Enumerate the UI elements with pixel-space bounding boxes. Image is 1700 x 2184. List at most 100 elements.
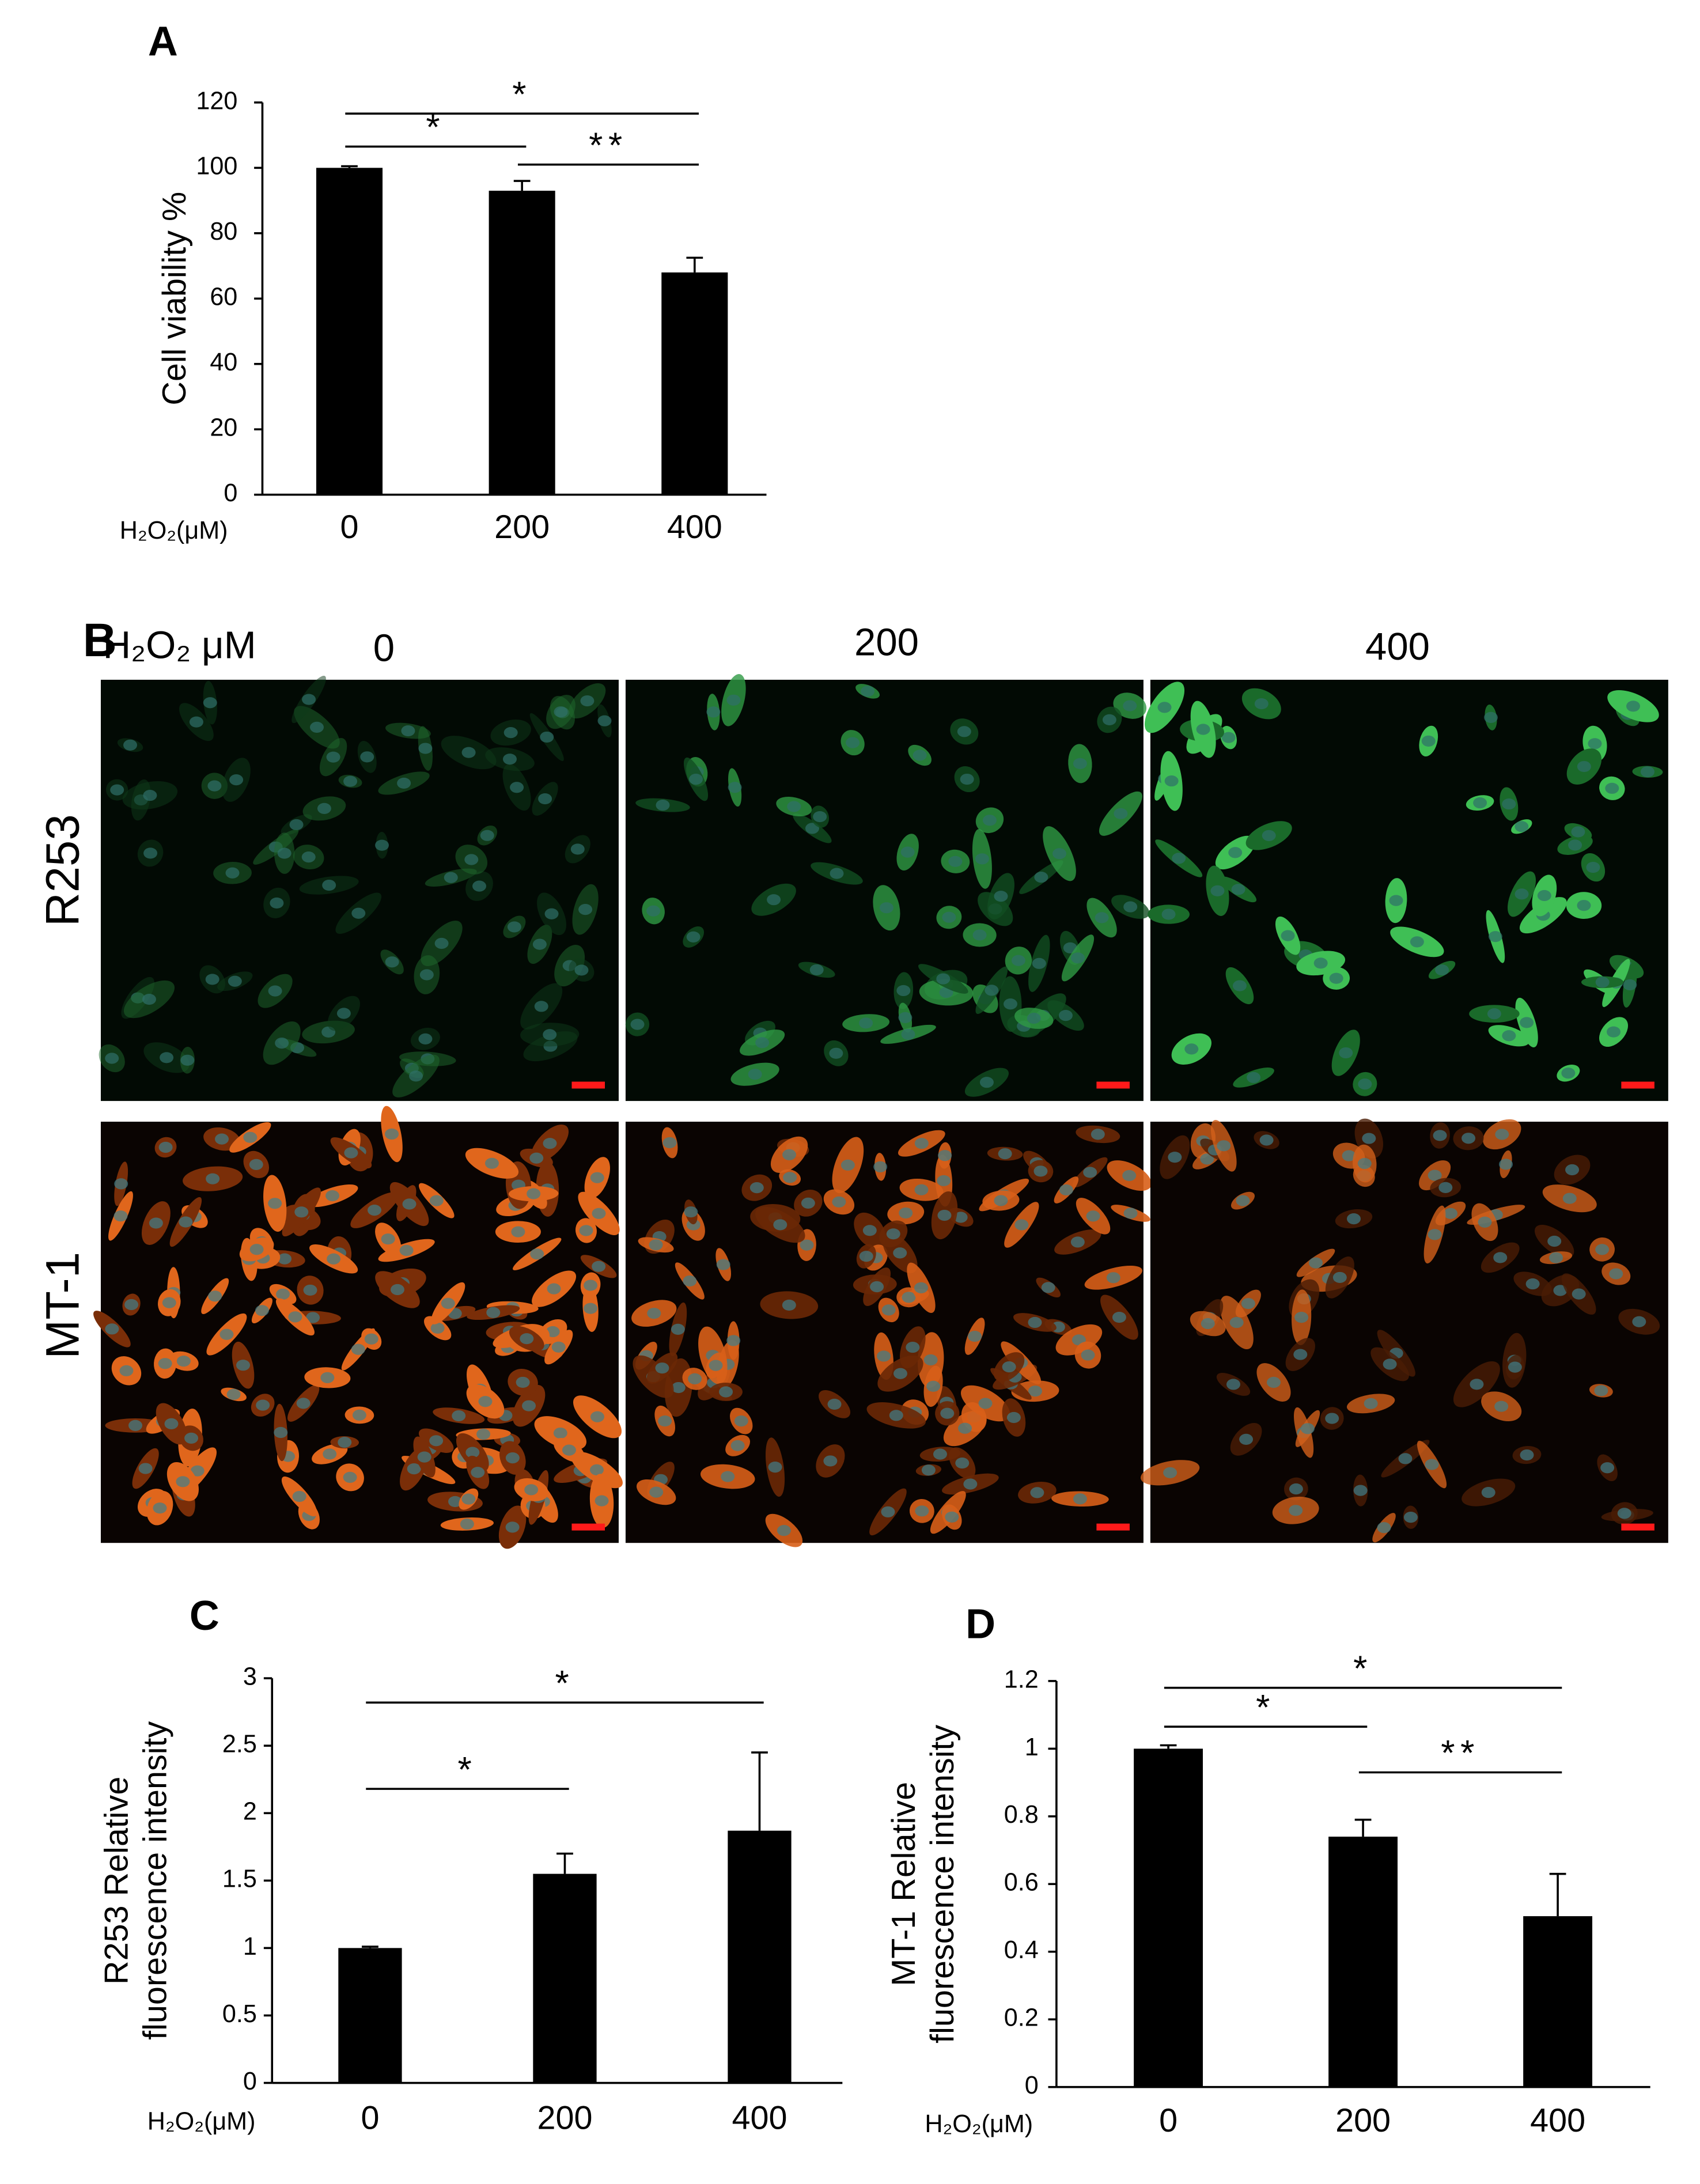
nucleus	[827, 1398, 842, 1410]
nucleus	[630, 1019, 645, 1030]
nucleus	[551, 1341, 566, 1353]
nucleus	[1398, 1453, 1413, 1464]
nucleus	[320, 1372, 335, 1383]
nucleus	[726, 1335, 741, 1346]
y-tick-label: 0.8	[1004, 1801, 1039, 1829]
scale-bar	[1621, 1081, 1654, 1089]
nucleus	[1294, 1312, 1309, 1323]
nucleus	[1594, 1385, 1608, 1396]
nucleus	[899, 1207, 913, 1219]
nucleus	[1112, 1311, 1126, 1323]
nucleus	[529, 1152, 544, 1164]
nucleus	[434, 937, 449, 949]
scale-bar	[571, 1081, 605, 1089]
nucleus	[709, 1360, 723, 1371]
nucleus	[105, 1323, 119, 1335]
nucleus	[870, 1281, 884, 1293]
nucleus	[524, 1484, 539, 1496]
significance-label: *	[426, 108, 445, 147]
nucleus	[684, 1206, 698, 1218]
error-bar	[341, 165, 358, 168]
nucleus	[683, 1275, 697, 1287]
nucleus	[554, 706, 568, 718]
y-tick-label: 1.5	[222, 1865, 257, 1893]
nucleus	[143, 790, 157, 801]
nucleus	[1221, 732, 1236, 743]
nucleus	[1241, 1298, 1255, 1309]
nucleus	[706, 706, 721, 718]
nucleus	[1553, 1285, 1568, 1296]
significance-label: **	[1441, 1733, 1480, 1773]
micrograph	[625, 1122, 1152, 1547]
nucleus	[1588, 738, 1602, 750]
nucleus	[1229, 1317, 1244, 1328]
nucleus	[562, 1444, 576, 1456]
nucleus	[1478, 1216, 1492, 1228]
nucleus	[128, 1420, 143, 1431]
nucleus	[203, 697, 217, 709]
nucleus	[574, 964, 589, 976]
nucleus	[1032, 957, 1046, 969]
x-tick-label: 200	[1335, 2102, 1391, 2139]
nucleus	[1210, 885, 1225, 896]
nucleus	[294, 1206, 309, 1218]
nucleus	[390, 1284, 404, 1296]
nucleus	[963, 1478, 978, 1490]
nucleus	[716, 1259, 730, 1270]
nucleus	[906, 1342, 920, 1353]
nucleus	[1410, 936, 1424, 948]
scale-bar	[1621, 1523, 1654, 1531]
nucleus	[516, 1376, 530, 1388]
nucleus	[110, 784, 124, 796]
nucleus	[292, 1490, 306, 1502]
nucleus	[877, 1350, 891, 1362]
nucleus	[288, 1311, 302, 1323]
nucleus	[544, 908, 559, 919]
nucleus	[658, 1415, 672, 1427]
nucleus	[1493, 1252, 1508, 1263]
nucleus	[832, 1196, 846, 1208]
nucleus	[1357, 1158, 1372, 1169]
nucleus	[914, 1184, 929, 1195]
nucleus	[1201, 1318, 1215, 1330]
y-tick-label: 0	[1025, 2072, 1039, 2099]
nucleus	[255, 1305, 269, 1316]
nucleus	[1073, 1493, 1087, 1505]
bar	[489, 191, 555, 495]
x-tick-label: 0	[340, 509, 359, 546]
nucleus	[649, 1486, 664, 1498]
nucleus	[1421, 735, 1436, 747]
nucleus	[1236, 1195, 1250, 1206]
nucleus	[540, 731, 554, 743]
nucleus	[777, 1525, 791, 1536]
nucleus	[1623, 979, 1637, 991]
nucleus	[527, 1188, 541, 1199]
nucleus	[418, 1033, 433, 1044]
nucleus	[303, 1284, 317, 1296]
nucleus	[893, 1247, 907, 1259]
nucleus	[158, 1358, 172, 1369]
nucleus	[448, 1496, 462, 1508]
nucleus	[1059, 1184, 1073, 1196]
nucleus	[1313, 957, 1328, 969]
nucleus	[503, 727, 518, 739]
nucleus	[1052, 848, 1067, 860]
nucleus	[520, 1333, 534, 1345]
nucleus	[278, 1253, 292, 1265]
nucleus	[1520, 1449, 1534, 1461]
nucleus	[1572, 1288, 1586, 1300]
error-bar	[556, 1852, 573, 1874]
nucleus	[1565, 1164, 1580, 1176]
nucleus	[1353, 1485, 1368, 1496]
nucleus	[1028, 1316, 1042, 1328]
nucleus	[343, 1471, 357, 1483]
nucleus	[1577, 900, 1591, 911]
nucleus	[1106, 1272, 1120, 1284]
nucleus	[543, 1138, 557, 1149]
nucleus	[1247, 1072, 1261, 1083]
nucleus	[1259, 1134, 1274, 1146]
nucleus	[985, 985, 999, 996]
x-tick-label: 0	[1159, 2102, 1177, 2139]
x-tick-label: 200	[537, 2099, 592, 2136]
nucleus	[940, 1407, 955, 1419]
